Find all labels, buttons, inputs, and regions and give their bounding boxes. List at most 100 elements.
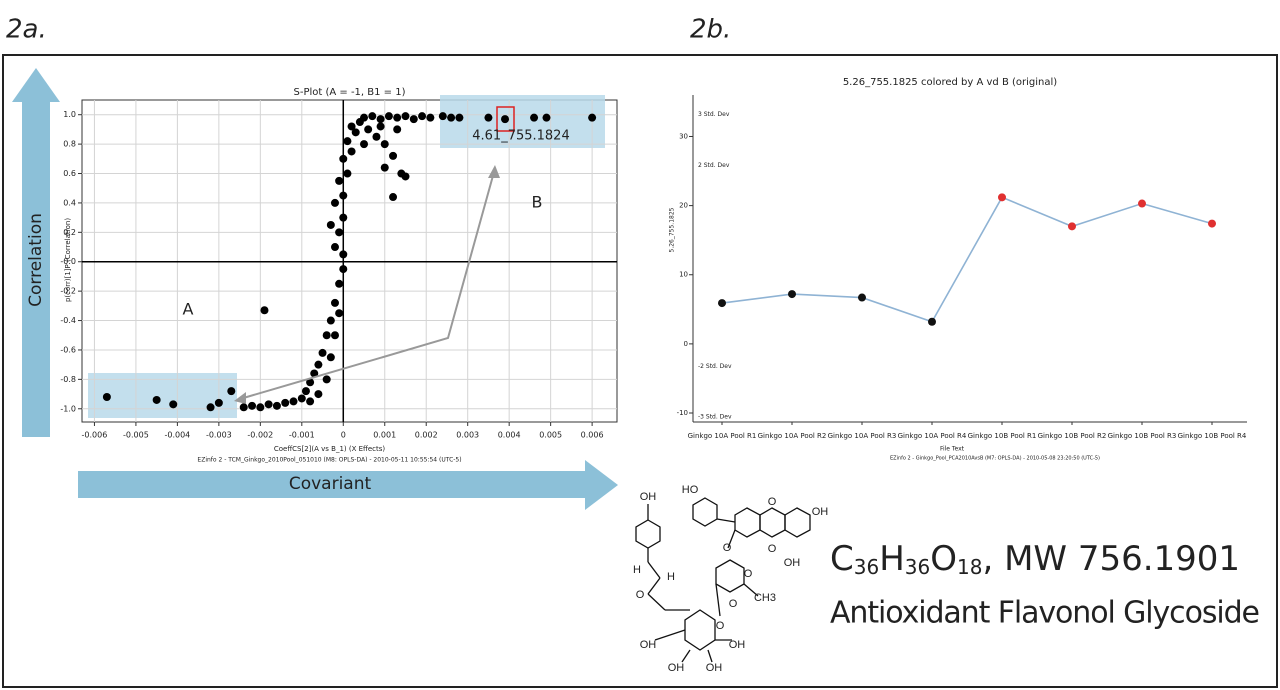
- point: [306, 397, 315, 406]
- std-dev-label: 2 Std. Dev: [698, 162, 730, 169]
- point: [401, 112, 410, 121]
- y-tick-label: 0.2: [63, 228, 76, 237]
- y-tick-label: 10: [679, 271, 688, 279]
- point: [380, 140, 389, 149]
- point: [318, 348, 327, 357]
- point: [326, 220, 335, 229]
- x-axis-label: CoeffCS[2](A vs B_1) (X Effects): [274, 445, 386, 453]
- x-tick-label: -0.004: [164, 431, 190, 440]
- bond: [707, 649, 713, 663]
- point: [447, 113, 456, 122]
- atom-label: O: [768, 496, 777, 508]
- atom-label: OH: [729, 639, 746, 651]
- y-tick-label: 20: [679, 202, 688, 210]
- point: [501, 115, 510, 124]
- point: [248, 401, 257, 410]
- point: [297, 394, 306, 403]
- x-tick-label: 0.002: [415, 431, 438, 440]
- point: [330, 198, 339, 207]
- y-tick-label: 0.4: [63, 198, 76, 207]
- point: [389, 193, 398, 202]
- bond: [654, 629, 686, 641]
- point: [214, 398, 223, 407]
- y-tick-label: -0.0: [60, 257, 76, 266]
- x-tick-label: Ginkgo 10A Pool R4: [898, 432, 967, 440]
- y-tick-label: -0.4: [60, 316, 76, 325]
- point: [418, 112, 427, 121]
- point: [360, 140, 369, 149]
- y-tick-label: 30: [679, 132, 688, 140]
- plots: -0.006 -0.005 -0.004 -0.003 -0.002 -0.001 0 0.0…: [60, 77, 1247, 464]
- point: [339, 250, 348, 259]
- y-tick-label: 0: [684, 340, 688, 348]
- compound-name: Antioxidant Flavonol Glycoside: [830, 596, 1260, 631]
- atom-label: O: [729, 598, 738, 610]
- pointer-head: [234, 392, 246, 404]
- atom-label: O: [723, 542, 732, 554]
- formula-part: O: [930, 539, 957, 579]
- atom-label: OH: [640, 639, 657, 651]
- point: [343, 137, 352, 146]
- point: [322, 331, 331, 340]
- std-dev-label: -2 Std. Dev: [698, 363, 732, 370]
- point: [380, 163, 389, 172]
- bond: [647, 561, 661, 579]
- point: [306, 378, 315, 387]
- point: [376, 122, 385, 131]
- atom-label: OH: [706, 662, 723, 674]
- point: [330, 298, 339, 307]
- point: [530, 113, 539, 122]
- point: [206, 403, 215, 412]
- point: [335, 228, 344, 237]
- x-tick-label: -0.003: [206, 431, 232, 440]
- atom-label: H: [667, 571, 675, 583]
- point: [998, 193, 1006, 202]
- point: [339, 191, 348, 200]
- point: [301, 387, 310, 396]
- x-axis-label: File Text: [940, 446, 965, 453]
- y-tick-label: -0.2: [60, 287, 76, 296]
- point: [788, 290, 796, 299]
- point: [227, 387, 236, 396]
- point: [343, 169, 352, 178]
- point: [335, 176, 344, 185]
- point: [264, 400, 273, 409]
- x-tick-label: 0.003: [456, 431, 479, 440]
- point: [376, 115, 385, 124]
- bond: [715, 583, 721, 617]
- atom-label: O: [716, 620, 725, 632]
- point: [330, 331, 339, 340]
- x-tick-label: 0.001: [373, 431, 396, 440]
- footer: EZinfo 2 - Ginkgo_Pool_PCA2010AvsB (M7: …: [890, 456, 1100, 462]
- x-tick-label: -0.006: [82, 431, 108, 440]
- arrow-shaft: [78, 471, 586, 498]
- x-tick-label: -0.001: [289, 431, 315, 440]
- point: [360, 113, 369, 122]
- chart-title: 5.26_755.1825 colored by A vd B (origina…: [843, 77, 1057, 88]
- x-tick-label: 0.006: [581, 431, 604, 440]
- atom-label: O: [744, 568, 753, 580]
- formula-part: H: [879, 539, 905, 579]
- ring: [692, 497, 718, 527]
- highlight-label: 4.61_755.1824: [472, 129, 569, 144]
- point: [310, 369, 319, 378]
- formula-part: C: [830, 539, 854, 579]
- point: [368, 112, 377, 121]
- point: [152, 395, 161, 404]
- point: [289, 397, 298, 406]
- ring: [635, 519, 661, 549]
- highlight-marker: [496, 106, 515, 132]
- pointer-head: [488, 165, 500, 178]
- y-axis-label: p(corr)[1]P (Correlation): [64, 218, 72, 302]
- formula-sub: 36: [905, 555, 930, 579]
- pointer-arrow: [239, 171, 495, 400]
- point: [335, 279, 344, 288]
- point: [718, 299, 726, 308]
- ring: [684, 609, 716, 651]
- point: [322, 375, 331, 384]
- y-tick-label: -10: [677, 409, 688, 417]
- atom-label: O: [636, 589, 645, 601]
- ring: [759, 507, 786, 538]
- point: [102, 393, 111, 402]
- point: [397, 169, 406, 178]
